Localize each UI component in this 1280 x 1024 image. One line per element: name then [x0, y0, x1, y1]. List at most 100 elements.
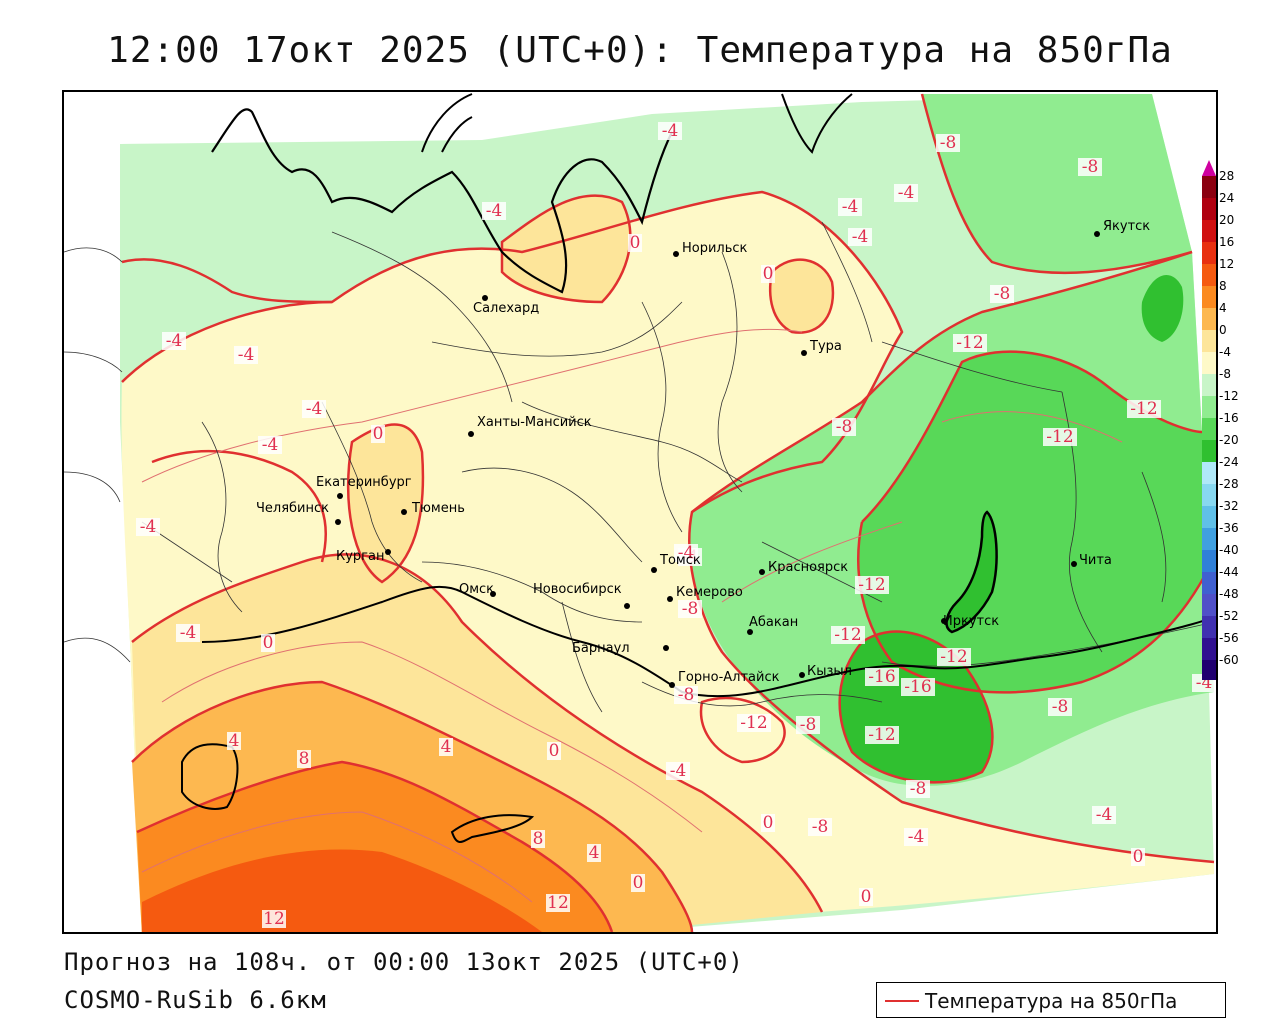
contour-label: 0 — [633, 873, 644, 893]
colorbar-tick-label: -20 — [1219, 433, 1239, 447]
contour-label-bg — [865, 726, 899, 744]
city-dot — [669, 682, 675, 688]
map-legend: Температура на 850гПа — [876, 982, 1226, 1018]
colorbar-swatch — [1202, 550, 1216, 572]
contour-label-bg — [796, 716, 820, 734]
contour-label-bg — [1048, 698, 1072, 716]
contour-label: -16 — [904, 677, 931, 697]
city-label: Красноярск — [768, 560, 848, 575]
contour-label-bg — [674, 544, 698, 562]
contour-label-bg — [631, 874, 645, 892]
colorbar-tick-label: -8 — [1219, 367, 1231, 381]
city-dot — [1071, 561, 1077, 567]
colorbar-tick-label: 4 — [1219, 301, 1227, 315]
colorbar-top-arrow — [1202, 160, 1216, 176]
contour-label-bg — [482, 202, 506, 220]
city-label: Норильск — [682, 241, 748, 256]
temp-zone-green-north — [922, 94, 1192, 273]
city-dot — [747, 629, 753, 635]
colorbar-tick-label: -24 — [1219, 455, 1239, 469]
city-dot — [337, 493, 343, 499]
city-label: Чита — [1079, 553, 1112, 568]
city-dot — [941, 618, 947, 624]
colorbar-swatch — [1202, 220, 1216, 242]
contour-label: -4 — [852, 227, 869, 247]
contour-label-bg — [848, 228, 872, 246]
contour-label-bg — [628, 234, 642, 252]
city-dot — [759, 569, 765, 575]
contour-label: -8 — [678, 685, 695, 705]
city-label: Салехард — [473, 301, 539, 316]
contour-label: -8 — [1082, 157, 1099, 177]
contour-label: 0 — [1133, 847, 1144, 867]
contour-label-bg — [737, 714, 771, 732]
contour-label: -8 — [800, 715, 817, 735]
contour-label-bg — [855, 576, 889, 594]
city-label: Томск — [659, 553, 701, 568]
contour-label-bg — [261, 634, 275, 652]
contour-label-bg — [666, 762, 690, 780]
contour-label-bg — [990, 285, 1014, 303]
colorbar-swatch — [1202, 594, 1216, 616]
city-dot — [1094, 231, 1100, 237]
city-label: Иркутск — [943, 614, 999, 629]
city-dot — [482, 295, 488, 301]
temp-zone-yellow-tura — [770, 259, 833, 333]
contour-label-bg — [234, 346, 258, 364]
city-label: Ханты-Мансийск — [477, 415, 592, 430]
colorbar-swatch — [1202, 660, 1216, 680]
temp-zone-dark-green — [858, 351, 1212, 693]
colorbar-swatch — [1202, 506, 1216, 528]
colorbar-tick-label: -4 — [1219, 345, 1231, 359]
colorbar-swatch — [1202, 528, 1216, 550]
city-label: Барнаул — [572, 641, 630, 656]
contour-label: -12 — [858, 575, 885, 595]
colorbar-swatch — [1202, 286, 1216, 308]
temp-zone-yellow-west — [348, 424, 423, 582]
colorbar-tick-label: 24 — [1219, 191, 1234, 205]
city-dot — [799, 672, 805, 678]
contour-label: -12 — [868, 725, 895, 745]
city-dot — [468, 431, 474, 437]
contour-label-bg — [761, 814, 775, 832]
contour-label: -12 — [1046, 427, 1073, 447]
caspian-area-border — [181, 743, 239, 810]
contour-label-bg — [906, 780, 930, 798]
colorbar-tick-label: -28 — [1219, 477, 1239, 491]
contour-label-bg — [176, 624, 200, 642]
forecast-info: Прогноз на 108ч. от 00:00 13окт 2025 (UT… — [64, 948, 744, 976]
contour-label: -4 — [662, 121, 679, 141]
isotherms-thin — [141, 328, 1123, 903]
colorbar-swatch — [1202, 440, 1216, 462]
contour-label-bg — [894, 184, 918, 202]
contour-label: -8 — [812, 817, 829, 837]
region-borders — [64, 221, 1215, 713]
contour-label-bg — [1043, 428, 1077, 446]
contour-label: -4 — [1096, 805, 1113, 825]
city-label: Кызыл — [807, 664, 852, 679]
contour-label-bg — [937, 648, 971, 666]
contour-label-bg — [136, 518, 160, 536]
city-dot — [673, 251, 679, 257]
contour-label-bg — [258, 436, 282, 454]
contour-label-bg — [262, 910, 286, 928]
contour-label-bg — [936, 134, 960, 152]
contour-label-bg — [904, 828, 928, 846]
isotherms — [121, 93, 1215, 932]
contour-label: -4 — [898, 183, 915, 203]
city-label: Челябинск — [256, 501, 329, 516]
contour-label-bg — [761, 265, 775, 283]
colorbar-tick-label: -36 — [1219, 521, 1239, 535]
colorbar-tick-label: -40 — [1219, 543, 1239, 557]
contour-label-bg — [162, 332, 186, 350]
colorbar-swatch — [1202, 572, 1216, 594]
contour-label: -8 — [994, 284, 1011, 304]
balkhash-lake — [450, 814, 535, 843]
city-dot — [801, 350, 807, 356]
contour-label-bg — [678, 600, 702, 618]
colorbar-swatch — [1202, 264, 1216, 286]
colorbar-tick-label: -48 — [1219, 587, 1239, 601]
contour-label: -4 — [842, 197, 859, 217]
city-label: Тюмень — [411, 501, 465, 516]
contour-label: -4 — [238, 345, 255, 365]
